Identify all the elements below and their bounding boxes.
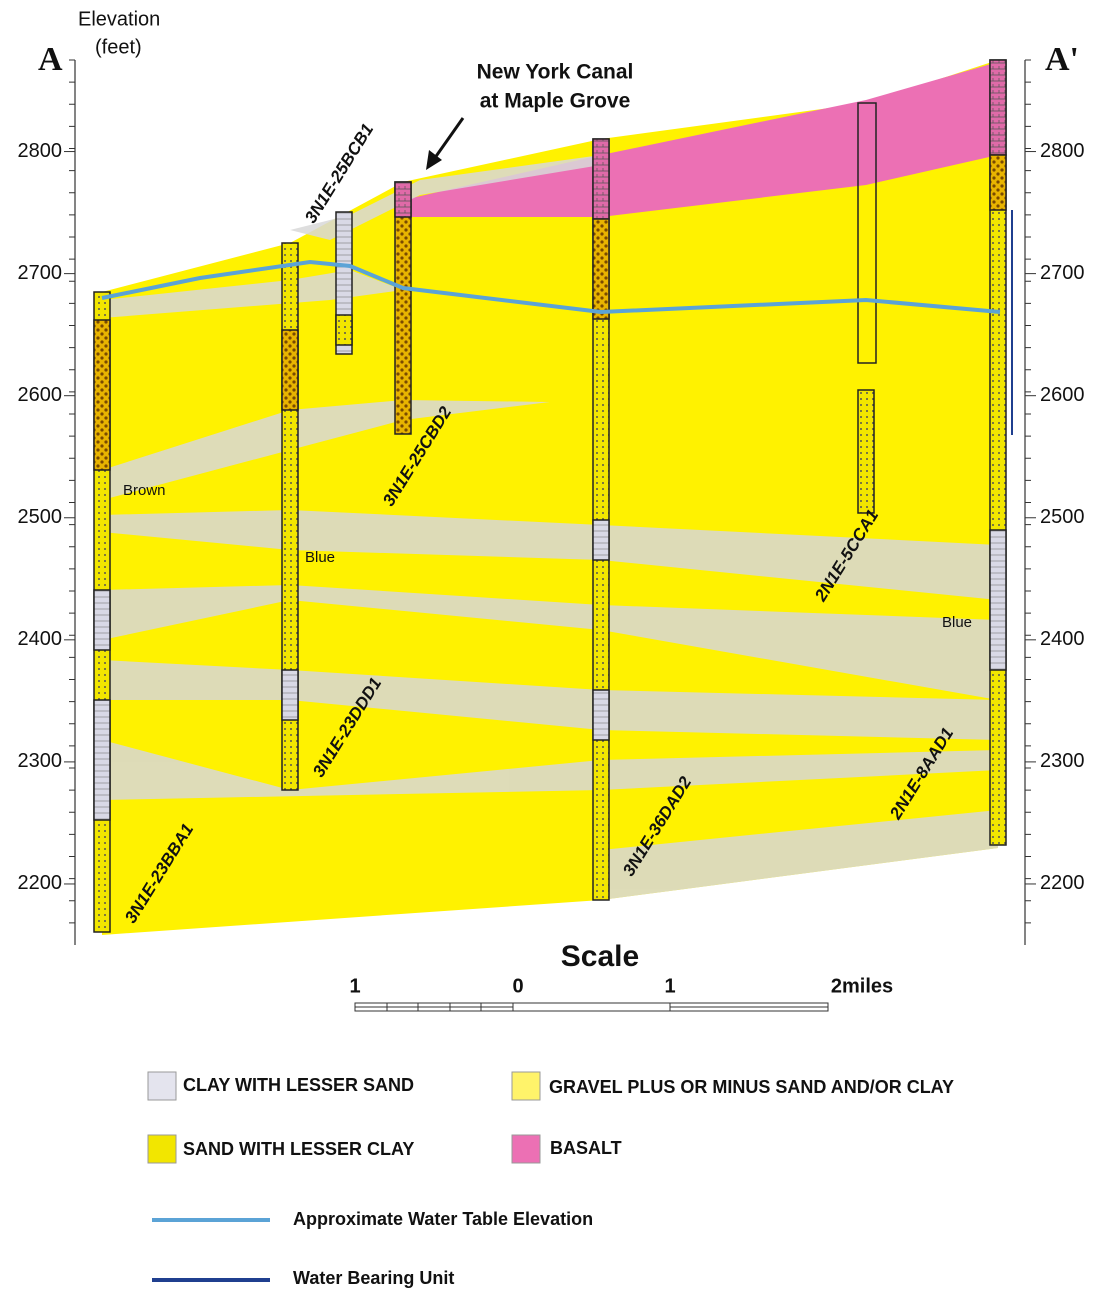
page: {"axis_label": ["Elevation", "(feet)"], … — [0, 0, 1110, 1293]
layer-note: Blue — [942, 614, 972, 631]
well-column — [395, 182, 411, 217]
layer-note: Brown — [123, 482, 166, 499]
y-tick-label: 2300 — [18, 750, 63, 772]
section-end: A' — [1045, 41, 1079, 78]
y-tick-label: 2200 — [1040, 872, 1085, 894]
legend-label: CLAY WITH LESSER SAND — [183, 1075, 414, 1095]
scale-label: 0 — [512, 975, 523, 997]
scale-label: 1 — [664, 975, 675, 997]
y-tick-label: 2200 — [18, 872, 63, 894]
well-column — [336, 315, 352, 345]
legend-label: BASALT — [550, 1138, 622, 1158]
legend-swatch — [512, 1135, 540, 1163]
y-tick-label: 2400 — [18, 628, 63, 650]
scale-bar — [355, 1003, 828, 1011]
legend-label: Water Bearing Unit — [293, 1268, 454, 1288]
y-tick-label: 2700 — [18, 262, 63, 284]
layer-note: Blue — [305, 549, 335, 566]
y-tick-label: 2500 — [18, 506, 63, 528]
well-column — [94, 590, 110, 650]
well-column — [282, 670, 298, 720]
legend-swatch — [148, 1135, 176, 1163]
y-tick-label: 2800 — [1040, 140, 1085, 162]
well-column — [395, 182, 411, 434]
scale-label: 2miles — [831, 975, 893, 997]
annotation: at Maple Grove — [480, 90, 631, 113]
well-column — [593, 219, 609, 319]
y-tick-label: 2700 — [1040, 262, 1085, 284]
legend-label: SAND WITH LESSER CLAY — [183, 1139, 414, 1159]
y-tick-label: 2600 — [1040, 384, 1085, 406]
well-column — [990, 155, 1006, 210]
annotation: New York Canal — [477, 61, 634, 84]
well-column — [593, 690, 609, 740]
scale-title: Scale — [561, 940, 639, 973]
well-column — [990, 60, 1006, 155]
legend-swatch — [148, 1072, 176, 1100]
y-tick-label: 2500 — [1040, 506, 1085, 528]
well-column — [858, 390, 874, 513]
axis-label: (feet) — [95, 36, 142, 58]
well-column — [990, 530, 1006, 670]
well-column — [94, 320, 110, 470]
y-tick-label: 2800 — [18, 140, 63, 162]
well-column — [593, 139, 609, 219]
legend-label: GRAVEL PLUS OR MINUS SAND AND/OR CLAY — [549, 1077, 954, 1097]
legend-label: Approximate Water Table Elevation — [293, 1209, 593, 1229]
y-tick-label: 2600 — [18, 384, 63, 406]
cross-section: 2200 2200 2300 2300 2400 2400 2500 2500 2600 2600… — [0, 0, 1110, 1293]
legend-swatch — [512, 1072, 540, 1100]
y-tick-label: 2300 — [1040, 750, 1085, 772]
scale-label: 1 — [349, 975, 360, 997]
well-column — [282, 330, 298, 410]
well-column — [593, 520, 609, 560]
axis-label: Elevation — [78, 8, 160, 30]
well-column — [94, 700, 110, 820]
arrow — [432, 118, 463, 162]
y-tick-label: 2400 — [1040, 628, 1085, 650]
section-start: A — [38, 41, 63, 78]
